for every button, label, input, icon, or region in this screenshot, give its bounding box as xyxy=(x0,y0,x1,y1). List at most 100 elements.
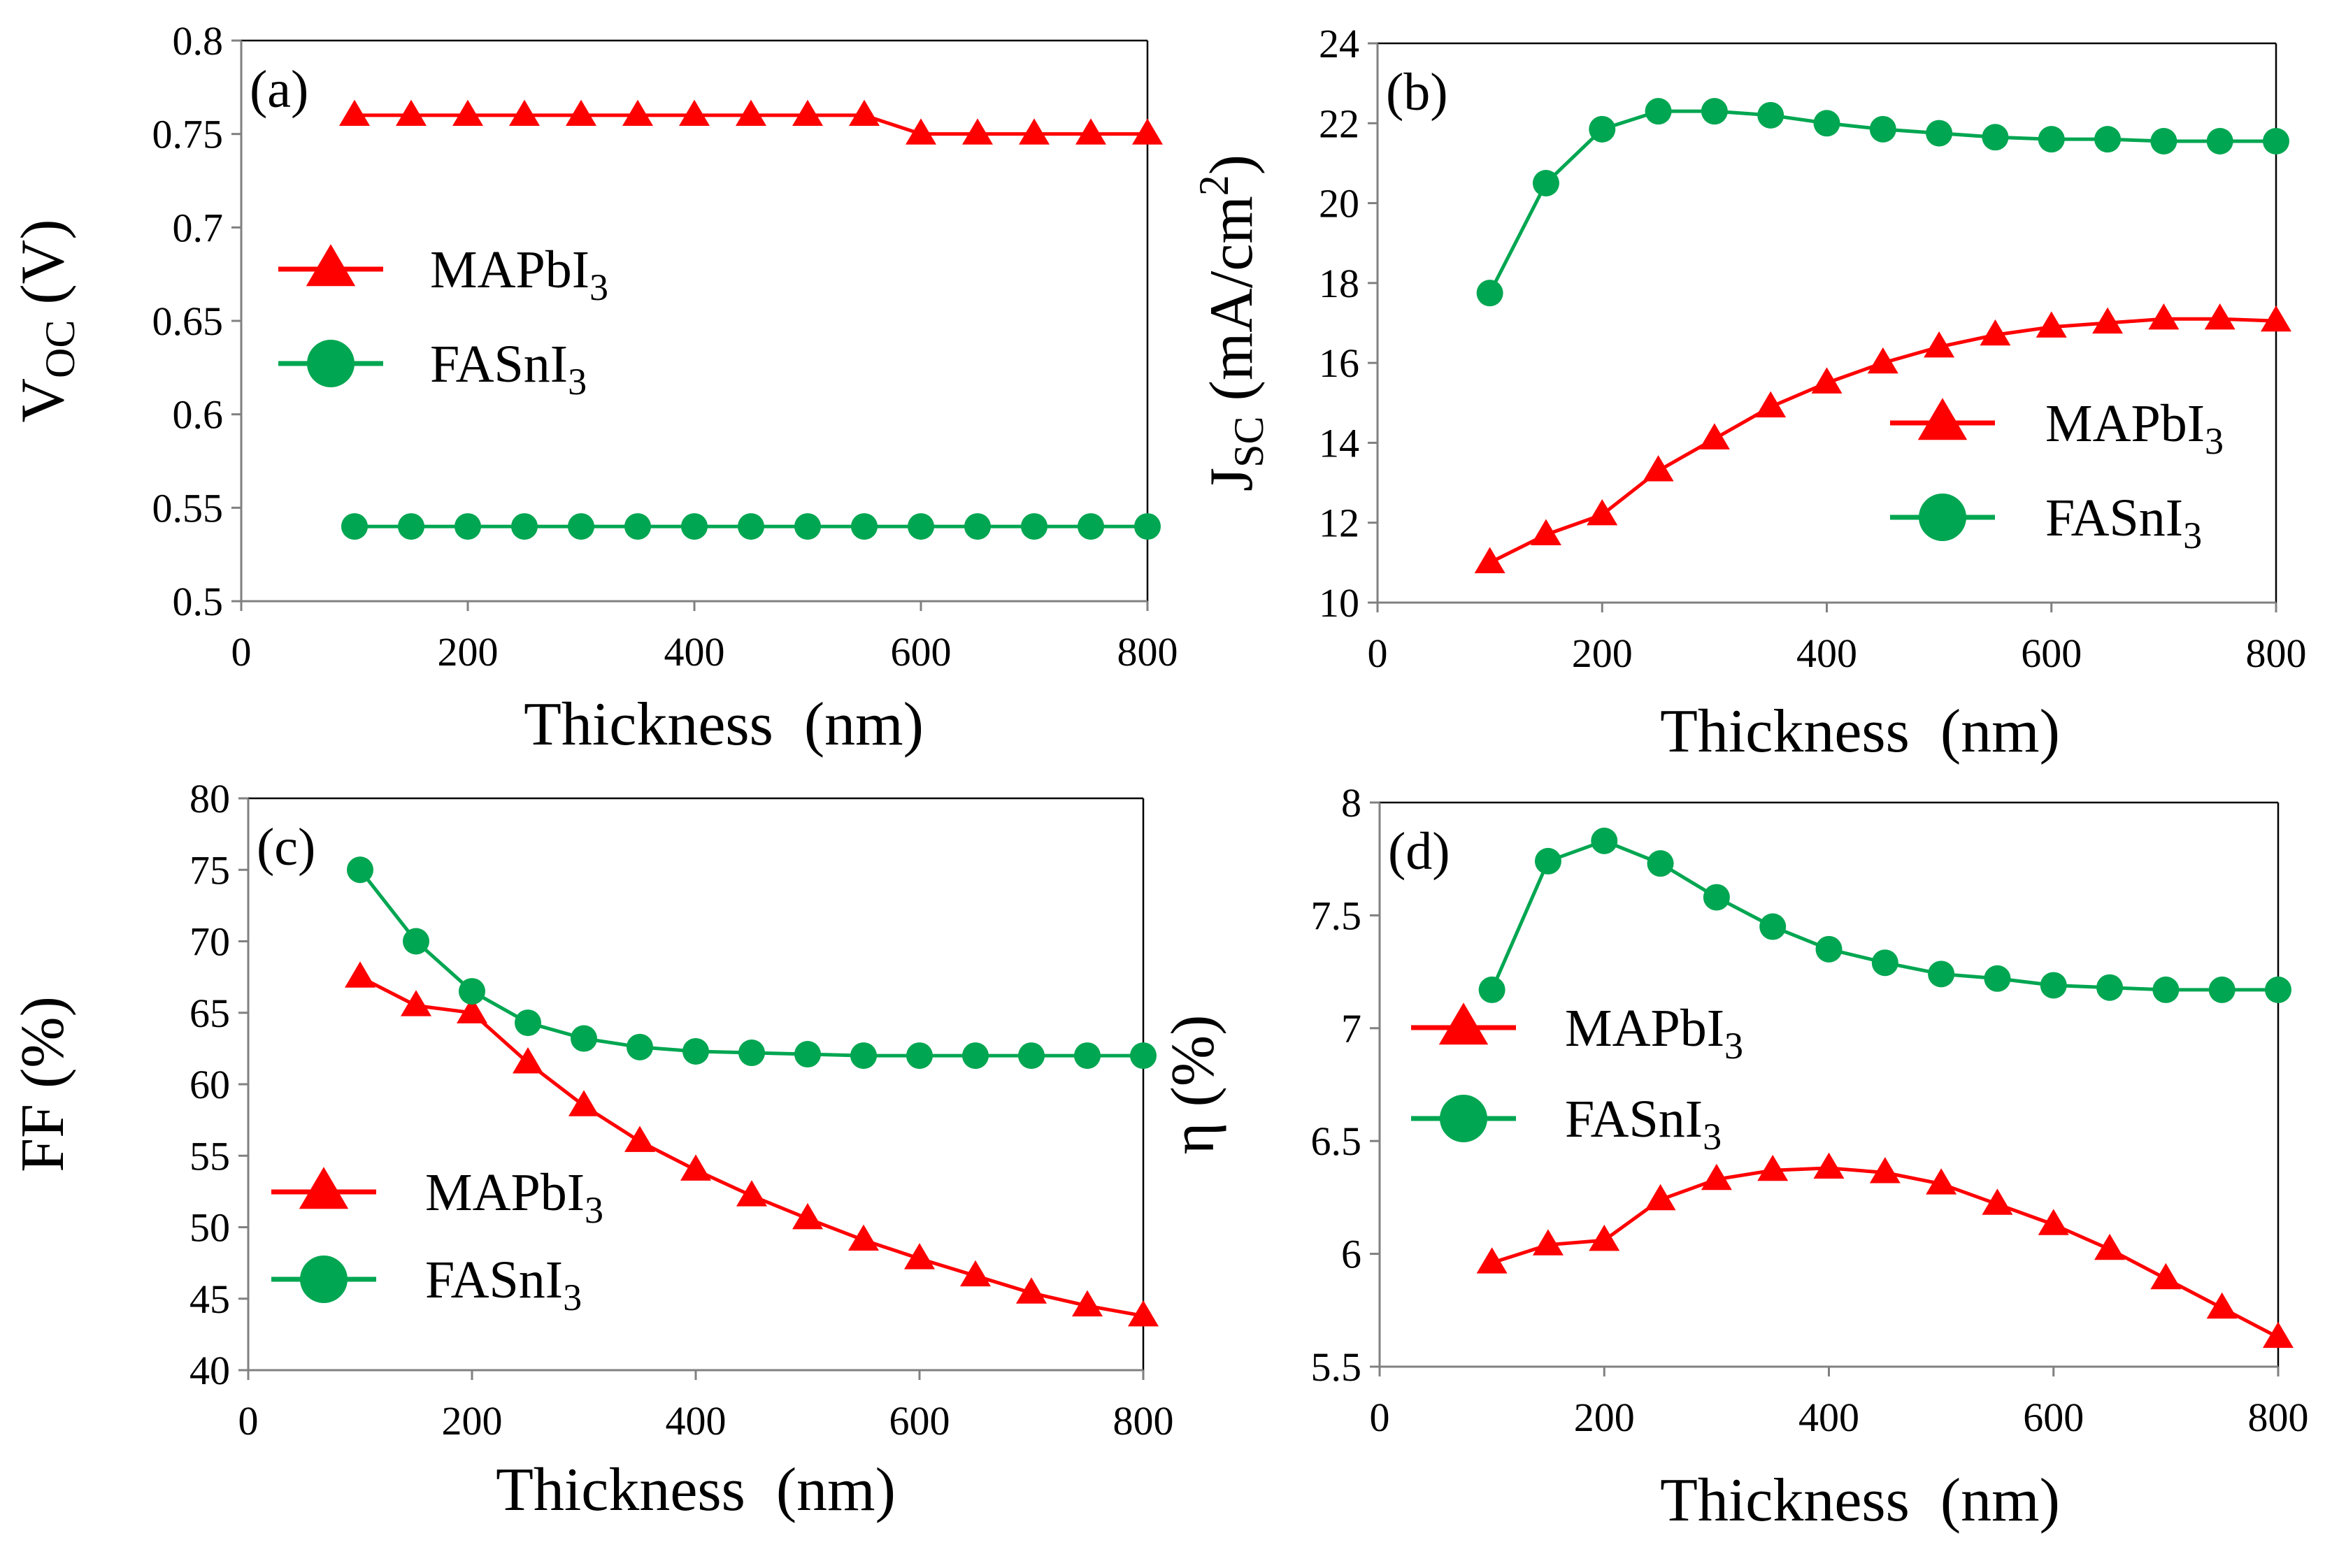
data-point-circle xyxy=(682,1037,709,1065)
data-point-triangle xyxy=(1128,1300,1159,1327)
series-FASnI3 xyxy=(347,856,1157,1070)
data-point-triangle xyxy=(2150,1263,2182,1290)
y-tick-label: 45 xyxy=(189,1276,230,1322)
series-MAPbI3 xyxy=(1476,1152,2294,1348)
legend-label-main: FASnI xyxy=(1565,1090,1703,1149)
x-tick-label: 400 xyxy=(666,1398,727,1444)
legend-marker-triangle xyxy=(1438,1002,1489,1045)
y-tick-label: 0.5 xyxy=(173,579,224,624)
legend-label-fasni: FASnI3 xyxy=(1565,1090,1722,1158)
y-tick-label: 7 xyxy=(1341,1006,1361,1051)
data-point-circle xyxy=(627,1033,653,1060)
data-point-circle xyxy=(1130,1042,1157,1070)
x-axis-title: Thickness (nm) xyxy=(1660,698,2060,765)
x-axis-title: Thickness (nm) xyxy=(524,691,924,758)
y-axis-title-subscript: OC xyxy=(37,320,83,378)
chart-panel-d: 5.5 6 6.5 7 7.5 8 0 200 400 600 800 Thickness (nm) η… xyxy=(1159,780,2309,1534)
y-tick-label: 0.55 xyxy=(152,485,224,531)
data-point-triangle xyxy=(1867,347,1898,374)
data-point-circle xyxy=(1984,965,2011,992)
data-point-circle xyxy=(1476,280,1503,307)
data-point-circle xyxy=(794,513,821,540)
y-tick-label: 60 xyxy=(189,1062,230,1107)
data-point-circle xyxy=(568,513,594,540)
data-point-circle xyxy=(2094,126,2122,153)
data-point-triangle xyxy=(1132,118,1163,145)
x-tick-label: 600 xyxy=(889,1398,950,1444)
data-point-circle xyxy=(1701,98,1728,125)
data-point-circle xyxy=(850,1042,877,1070)
series-line-MAPbI3 xyxy=(1491,1166,2280,1339)
legend: MAPbI3 FASnI3 xyxy=(1411,999,1743,1158)
data-point-circle xyxy=(341,513,368,540)
y-tick-label: 0.65 xyxy=(152,299,224,344)
legend-label-main: FASnI xyxy=(2045,489,2183,547)
data-point-circle xyxy=(1871,949,1898,977)
data-point-triangle xyxy=(2092,307,2124,334)
legend-label-mapbi: MAPbI3 xyxy=(1565,999,1743,1067)
legend-marker-triangle xyxy=(306,244,356,287)
data-point-triangle xyxy=(1474,547,1505,573)
y-axis-title: FF (%) xyxy=(9,996,77,1172)
data-point-triangle xyxy=(624,1125,655,1152)
legend-label-subscript: 3 xyxy=(1703,1116,1722,1158)
legend-label-subscript: 3 xyxy=(585,1189,603,1231)
x-tick-label: 600 xyxy=(2021,631,2082,676)
data-point-triangle xyxy=(1869,1157,1901,1184)
data-point-circle xyxy=(398,513,424,540)
data-point-triangle xyxy=(679,99,710,127)
y-tick-label: 70 xyxy=(189,919,230,965)
legend-label-main: MAPbI xyxy=(425,1163,585,1222)
data-point-triangle xyxy=(1075,118,1106,145)
data-point-circle xyxy=(738,513,764,540)
data-point-triangle xyxy=(792,1202,823,1230)
data-point-triangle xyxy=(2148,303,2180,330)
y-tick-label: 0.6 xyxy=(173,392,224,438)
data-point-triangle xyxy=(1755,391,1787,418)
data-point-triangle xyxy=(1589,1224,1620,1251)
data-point-triangle xyxy=(1643,455,1674,482)
data-point-circle xyxy=(681,513,708,540)
y-tick-label: 55 xyxy=(189,1133,230,1179)
x-tick-label: 200 xyxy=(438,629,499,675)
data-point-circle xyxy=(1703,884,1730,911)
data-point-circle xyxy=(1018,1042,1045,1070)
data-point-triangle xyxy=(2261,305,2291,332)
data-point-circle xyxy=(962,1042,989,1070)
x-tick-label: 400 xyxy=(1798,1395,1859,1440)
data-point-circle xyxy=(1813,110,1840,137)
data-point-circle xyxy=(2265,976,2291,1003)
data-point-circle xyxy=(2040,972,2067,999)
data-point-circle xyxy=(1982,124,2009,151)
y-tick-label: 22 xyxy=(1319,101,1359,146)
y-axis-title-superscript: 2 xyxy=(1191,175,1237,196)
data-point-circle xyxy=(2208,976,2236,1003)
data-point-triangle xyxy=(1645,1184,1676,1211)
data-point-triangle xyxy=(2094,1233,2126,1260)
data-point-circle xyxy=(2206,128,2233,154)
data-point-circle xyxy=(1647,850,1674,877)
data-point-triangle xyxy=(513,1047,543,1074)
y-axis-title-unit: (V) xyxy=(9,219,77,319)
x-tick-label: 0 xyxy=(231,629,252,675)
legend-marker-circle xyxy=(307,340,355,387)
legend-marker-circle xyxy=(1919,494,1966,541)
y-tick-label: 75 xyxy=(189,847,230,893)
data-point-circle xyxy=(2096,974,2124,1001)
y-tick-label: 7.5 xyxy=(1311,893,1362,938)
data-point-triangle xyxy=(2204,303,2236,330)
x-tick-label: 0 xyxy=(1368,631,1388,676)
legend-label-subscript: 3 xyxy=(2205,420,2224,462)
data-point-triangle xyxy=(1476,1247,1508,1274)
data-point-triangle xyxy=(1811,367,1843,394)
legend-label-mapbi: MAPbI3 xyxy=(2045,394,2224,462)
x-tick-label: 200 xyxy=(1574,1395,1635,1440)
data-point-triangle xyxy=(622,99,653,127)
series-MAPbI3 xyxy=(1474,303,2291,573)
data-point-triangle xyxy=(401,990,431,1016)
data-point-circle xyxy=(1645,98,1672,125)
y-tick-label: 6 xyxy=(1341,1232,1361,1277)
y-tick-label: 50 xyxy=(189,1205,230,1251)
